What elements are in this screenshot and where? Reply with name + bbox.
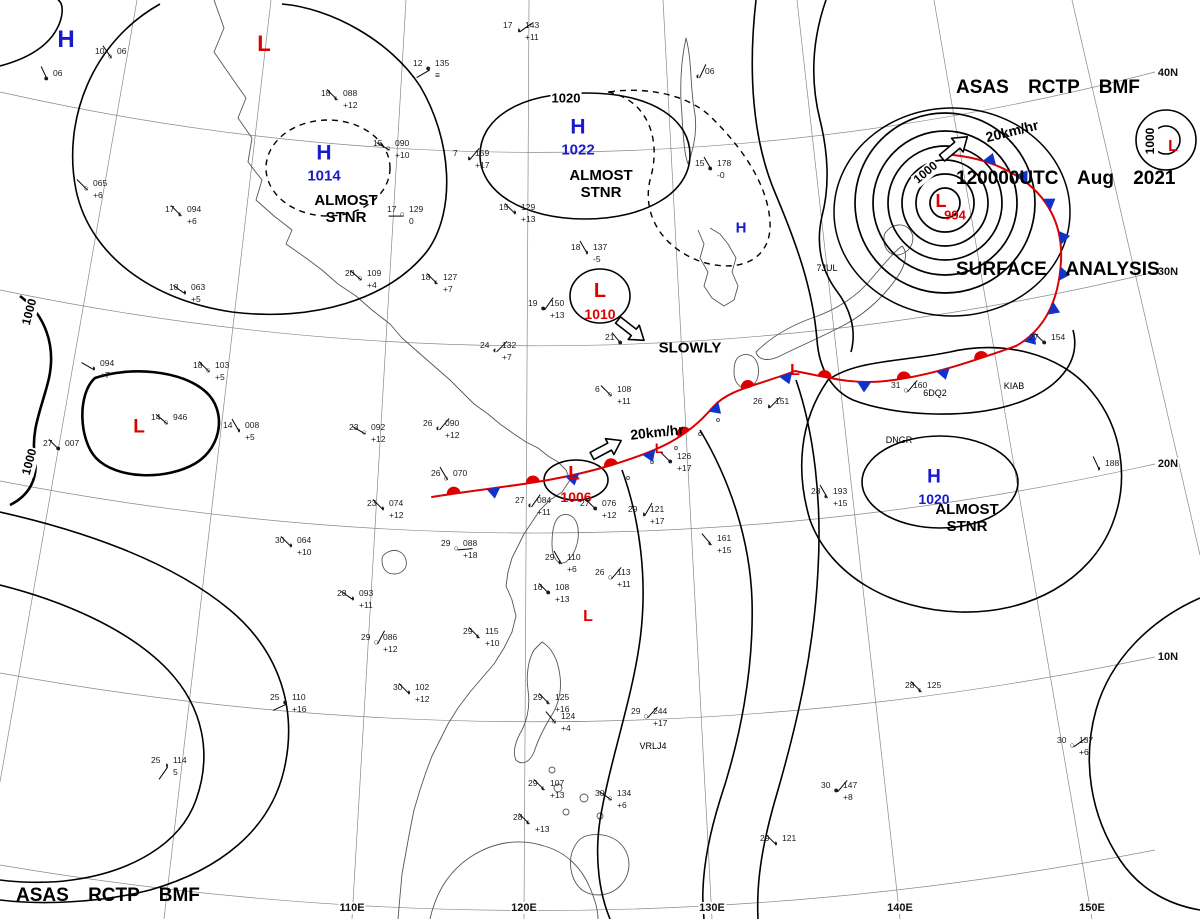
front-symbols [446,153,1071,499]
annotation: 1000 [18,446,41,478]
longitude-label: 140E [886,902,914,914]
warm-front-symbol [525,475,540,484]
latitude-label: 40N [1156,67,1180,79]
cold-front-symbol [486,487,501,499]
annotation: DNGR [885,434,913,445]
cold-front-symbol [936,367,950,380]
pressure-center-low: L [593,280,607,302]
motion-arrows [589,135,969,461]
pressure-center-low: L [935,191,947,211]
pressure-center-high: H [316,141,332,165]
cold-front-symbol [1059,266,1071,281]
fronts [431,153,1071,499]
warm-front-symbol [446,486,461,495]
title-block-bottom-left: ASAS RCTP BMF 120000UTC Aug 2021 SURFACE… [16,820,236,919]
pressure-center-low: L [654,440,664,456]
annotation: KIAB [1003,380,1025,391]
pressure-center-low: L [1168,138,1178,155]
warm-front-symbol [604,458,618,468]
warm-front-symbol [677,426,690,438]
pressure-value: 994 [944,207,966,223]
cold-front-symbol [1015,170,1028,184]
pressure-center-high: H [735,219,747,237]
pressure-value: 1010 [584,306,616,322]
cold-front-symbol [779,372,793,385]
annotation: 1000 [18,296,41,328]
motion-arrow [614,316,645,342]
pressure-center-low: L [133,416,145,438]
annotation: 7JUL [816,262,838,273]
warm-front-symbol [817,370,832,379]
cold-front-symbol [982,153,997,166]
cold-front-symbol [1058,230,1071,245]
latitude-label: 20N [1156,458,1180,470]
pressure-value: 1006 [560,489,592,505]
pressure-center-high: H [57,26,75,53]
pressure-value: 1022 [561,141,595,159]
annotation: 1000 [910,158,942,188]
chart-title-line-1: ASAS RCTP BMF [956,76,1140,98]
warm-front-symbol [974,351,988,361]
longitude-label: 110E [338,902,366,914]
annotation: VRLJ4 [639,740,667,751]
cold-front-symbol [1042,198,1056,211]
pressure-center-high: H [570,115,586,139]
motion-arrow [938,135,969,162]
latitude-label: 10N [1156,651,1180,663]
pressure-value: 1014 [307,167,341,185]
chart-title-line-3: SURFACE ANALYSIS [956,259,1160,281]
pressure-value: 1020 [918,491,950,507]
longitude-label: 130E [698,902,726,914]
chart-title-line-2: 120000UTC Aug 2021 [956,167,1176,189]
annotation: ALMOST STNR [569,166,633,201]
cold-front-symbol [1047,301,1061,315]
chart-title-line-1: ASAS RCTP BMF [16,884,200,906]
annotation: 6DQ2 [923,387,947,398]
cold-front-symbol [642,449,656,462]
longitude-label: 120E [510,902,538,914]
cold-front-symbol [1023,332,1037,345]
pressure-center-low: L [568,463,580,485]
cold-front-symbol [857,381,872,393]
title-block-top-right: ASAS RCTP BMF 120000UTC Aug 2021 SURFACE… [956,12,1176,316]
coastlines [213,0,914,919]
warm-front-symbol [896,371,911,380]
annotation: 1020 [550,90,582,107]
cold-front-symbol [708,401,722,414]
annotation: SLOWLY [658,339,722,357]
annotation: ALMOST STNR [935,500,999,535]
pressure-center-high: H [927,466,941,488]
pressure-center-low: L [583,608,593,625]
pressure-center-low: L [790,362,800,379]
warm-front-symbol [740,380,755,390]
pressure-center-low: L [257,31,271,56]
cold-front-line [952,154,1063,347]
latitude-label: 30N [1156,266,1180,278]
motion-arrow [589,437,622,461]
cold-front-symbol [565,473,580,486]
longitude-label: 150E [1078,902,1106,914]
annotation: ALMOST STNR [314,191,378,226]
